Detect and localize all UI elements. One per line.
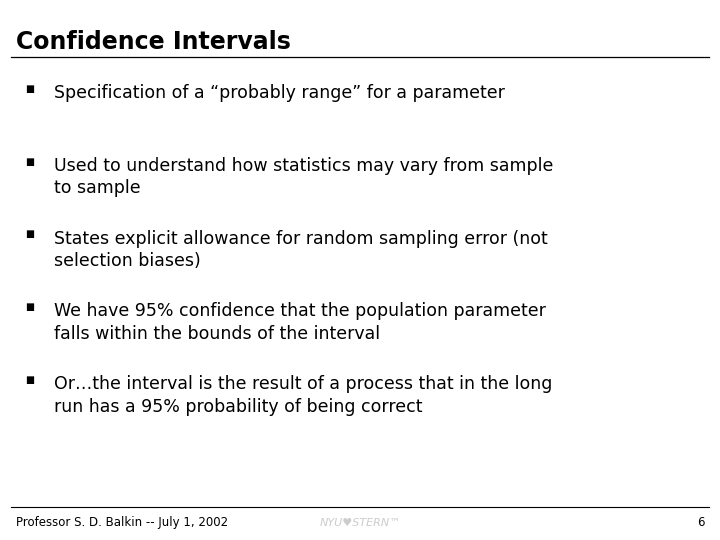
Text: We have 95% confidence that the population parameter
falls within the bounds of : We have 95% confidence that the populati… xyxy=(54,302,546,342)
Text: NYU♥STERN™: NYU♥STERN™ xyxy=(319,518,401,528)
Text: ■: ■ xyxy=(25,157,35,167)
Text: Professor S. D. Balkin -- July 1, 2002: Professor S. D. Balkin -- July 1, 2002 xyxy=(16,516,228,529)
Text: 6: 6 xyxy=(697,516,704,529)
Text: ■: ■ xyxy=(25,230,35,240)
Text: ■: ■ xyxy=(25,375,35,386)
Text: Confidence Intervals: Confidence Intervals xyxy=(16,30,291,53)
Text: Or…the interval is the result of a process that in the long
run has a 95% probab: Or…the interval is the result of a proce… xyxy=(54,375,552,415)
Text: ■: ■ xyxy=(25,84,35,94)
Text: States explicit allowance for random sampling error (not
selection biases): States explicit allowance for random sam… xyxy=(54,230,548,269)
Text: Specification of a “probably range” for a parameter: Specification of a “probably range” for … xyxy=(54,84,505,102)
Text: Used to understand how statistics may vary from sample
to sample: Used to understand how statistics may va… xyxy=(54,157,554,197)
Text: ■: ■ xyxy=(25,302,35,313)
